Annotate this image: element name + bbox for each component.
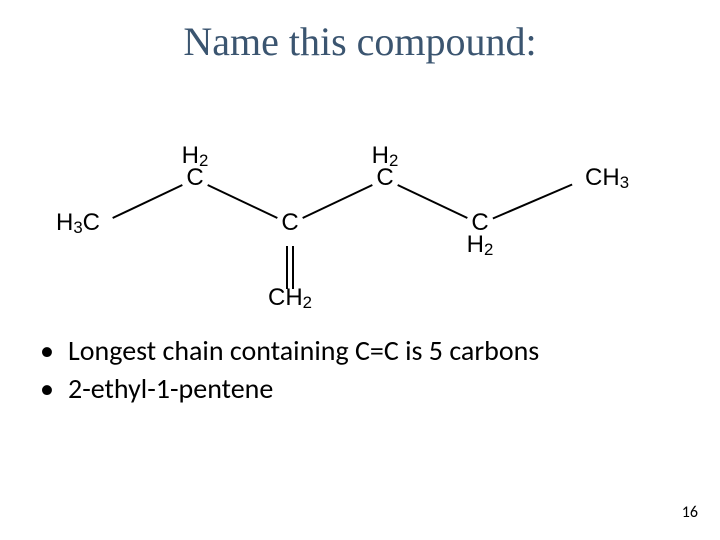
svg-text:CH3: CH3 <box>585 164 629 192</box>
svg-text:H2: H2 <box>467 231 494 259</box>
bullet-text: 2-ethyl-1-pentene <box>68 370 273 408</box>
bullet-dot-icon: • <box>40 370 68 408</box>
svg-text:H3C: H3C <box>56 209 100 237</box>
svg-text:C: C <box>186 164 203 191</box>
page-number: 16 <box>682 503 698 522</box>
bullet-item: • Longest chain containing C=C is 5 carb… <box>40 332 539 370</box>
bullet-list: • Longest chain containing C=C is 5 carb… <box>40 332 539 408</box>
bullet-dot-icon: • <box>40 332 68 370</box>
svg-text:C: C <box>281 209 298 236</box>
slide-title: Name this compound: <box>0 18 720 65</box>
slide: Name this compound: H3CH2CCCH2H2CCH2CH3 … <box>0 0 720 540</box>
svg-text:CH2: CH2 <box>268 284 312 312</box>
bullet-item: • 2-ethyl-1-pentene <box>40 370 539 408</box>
svg-text:C: C <box>376 164 393 191</box>
bullet-text: Longest chain containing C=C is 5 carbon… <box>68 332 539 370</box>
chemical-structure: H3CH2CCCH2H2CCH2CH3 <box>40 80 660 320</box>
